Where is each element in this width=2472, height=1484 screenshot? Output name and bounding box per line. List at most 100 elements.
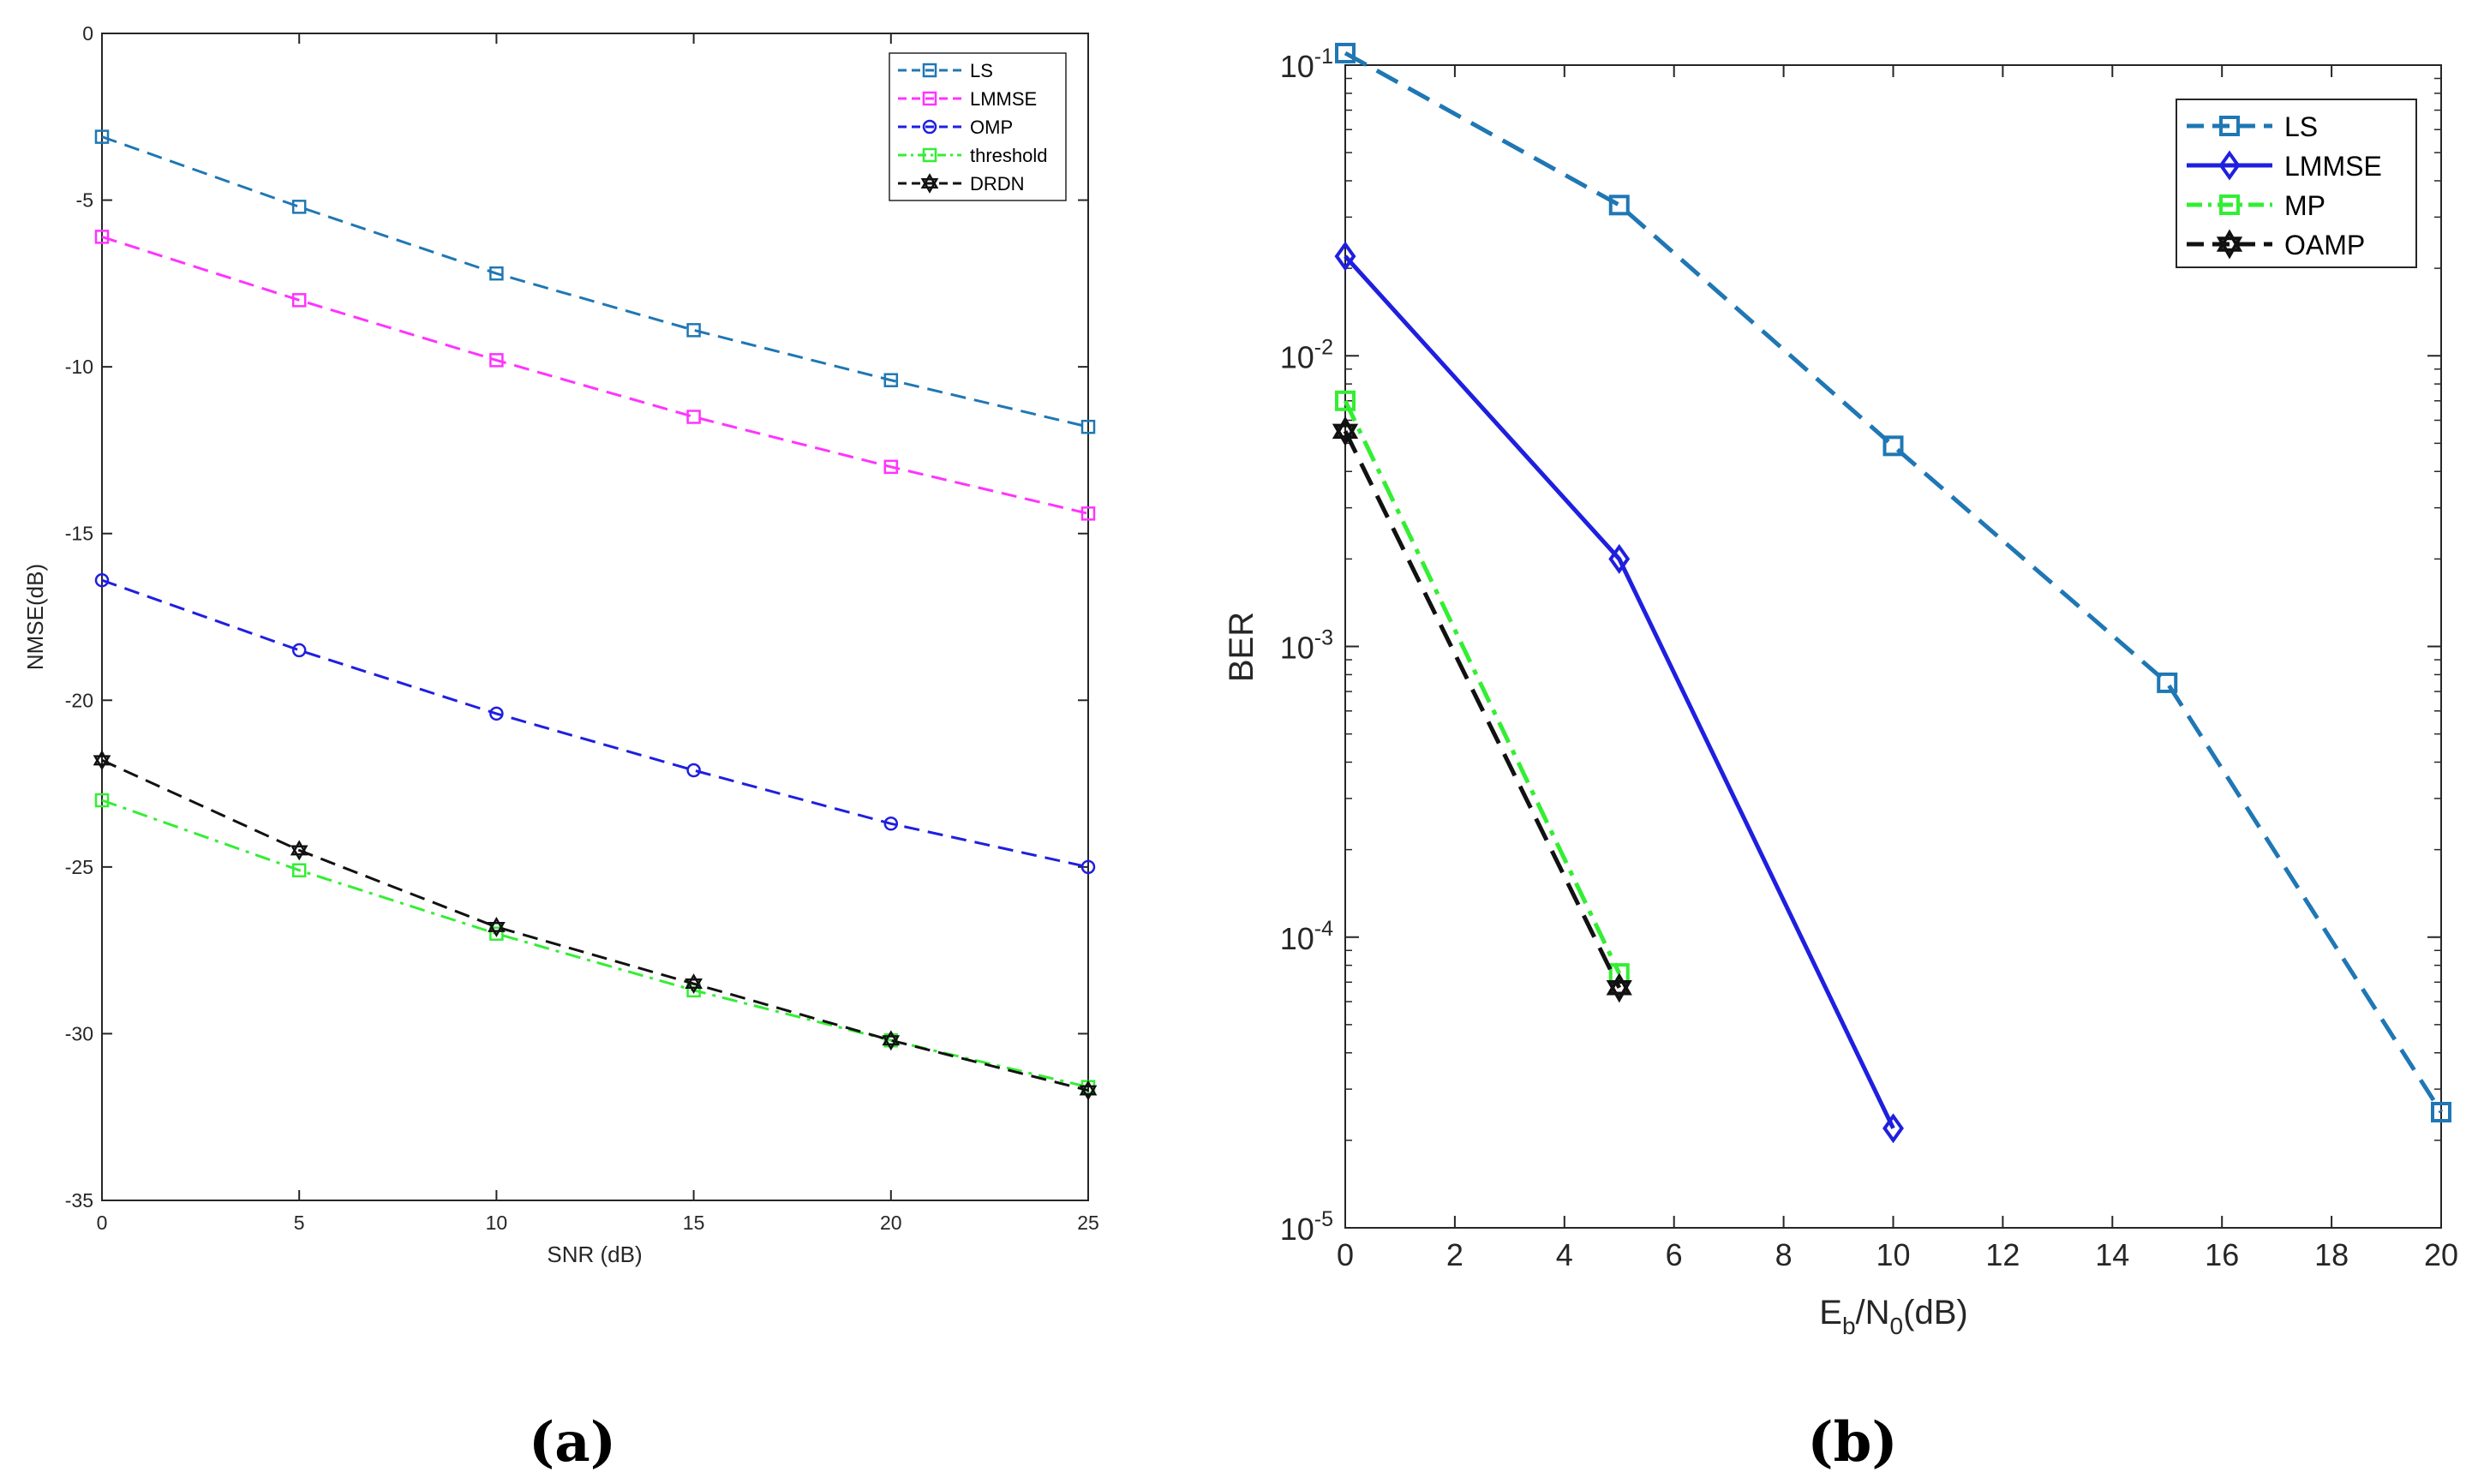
b-ytick-label: 10-1 xyxy=(1280,45,1333,84)
b-legend-item: OAMP xyxy=(2187,229,2365,260)
a-data-point xyxy=(1080,859,1096,875)
b-legend-marker xyxy=(2216,229,2243,260)
b-legend-item: MP xyxy=(2187,190,2325,221)
a-data-point xyxy=(489,353,504,368)
a-series-line xyxy=(101,235,1089,515)
panel-b-legend: LS LMMSE MP OAMP xyxy=(2176,99,2417,268)
panel-a-xlabel: SNR (dB) xyxy=(547,1242,642,1267)
b-series-mp xyxy=(1335,390,1630,984)
panel-b-ylabel: BER xyxy=(1223,612,1260,682)
a-legend-label: LS xyxy=(970,60,993,81)
a-legend-label: LMMSE xyxy=(970,88,1037,110)
a-xtick-label: 20 xyxy=(880,1212,902,1234)
b-legend-item: LS xyxy=(2187,111,2318,142)
panel-a: 0 5 10 15 20 25 0 -5 -10 -15 -20 -25 -30 -35 SNR (dB)… xyxy=(22,22,1099,1475)
b-xtick-label: 18 xyxy=(2314,1237,2349,1272)
b-xtick-label: 10 xyxy=(1876,1237,1910,1272)
panel-a-caption: (a) xyxy=(529,1410,616,1475)
b-legend-item: LMMSE xyxy=(2187,150,2382,182)
b-series-line xyxy=(1343,430,1622,989)
b-data-point xyxy=(1332,416,1359,446)
a-legend-marker xyxy=(922,91,937,106)
a-ytick-label: -35 xyxy=(65,1189,93,1212)
a-series-drdn xyxy=(93,750,1098,1101)
b-xtick-label: 8 xyxy=(1775,1237,1793,1272)
b-legend-marker xyxy=(2218,150,2241,181)
a-data-point xyxy=(1079,1080,1098,1101)
a-xtick-label: 15 xyxy=(683,1212,705,1234)
a-data-point xyxy=(1080,419,1096,434)
panel-b: 0 2 4 6 8 10 12 14 16 18 20 10-1 10-2 10-3 10-4 10-5 Eb… xyxy=(1223,42,2458,1475)
a-ytick-label: -15 xyxy=(65,523,93,545)
a-data-point xyxy=(94,230,110,244)
b-series-lmmse xyxy=(1334,241,1904,1144)
b-xtick-label: 12 xyxy=(1985,1237,2020,1272)
panel-b-xlabel: Eb/N0(dB) xyxy=(1819,1294,1967,1339)
a-data-point xyxy=(94,793,110,808)
a-data-point xyxy=(488,917,506,937)
b-xtick-label: 16 xyxy=(2205,1237,2239,1272)
a-data-point xyxy=(291,200,307,214)
a-data-point xyxy=(883,459,899,475)
b-xtick-label: 20 xyxy=(2424,1237,2458,1272)
a-data-point xyxy=(489,266,504,281)
b-legend-marker xyxy=(2219,194,2240,215)
a-data-point xyxy=(489,926,504,941)
a-ytick-label: -10 xyxy=(65,356,93,378)
panel-a-legend: LS LMMSE OMP threshold DRDN xyxy=(889,52,1067,201)
a-legend-label: DRDN xyxy=(970,173,1025,194)
a-data-point xyxy=(686,410,701,424)
b-data-point xyxy=(1882,1113,1904,1144)
a-data-point xyxy=(686,763,701,778)
b-data-point xyxy=(2157,672,2178,693)
b-data-point xyxy=(1335,390,1356,411)
a-legend-item: LMMSE xyxy=(898,88,1037,110)
a-ytick-label: 0 xyxy=(82,22,93,45)
a-data-point xyxy=(883,373,899,387)
b-legend-label: MP xyxy=(2284,190,2325,221)
a-legend-item: DRDN xyxy=(898,173,1025,194)
b-data-point xyxy=(2431,1101,2451,1122)
a-data-point xyxy=(883,817,899,831)
a-data-point xyxy=(291,643,307,658)
b-xtick-label: 14 xyxy=(2095,1237,2129,1272)
a-legend-marker xyxy=(922,119,937,135)
b-xtick-label: 6 xyxy=(1666,1237,1683,1272)
a-data-point xyxy=(685,973,703,994)
a-data-point xyxy=(686,323,701,338)
b-xtick-label: 0 xyxy=(1337,1237,1354,1272)
b-ytick-label: 10-5 xyxy=(1280,1207,1333,1247)
b-xtick-label: 4 xyxy=(1556,1237,1573,1272)
b-legend-marker xyxy=(2219,116,2240,136)
a-data-point xyxy=(290,840,308,861)
a-series-threshold xyxy=(94,793,1096,1094)
b-data-point xyxy=(1334,241,1356,272)
b-ytick-label: 10-2 xyxy=(1280,335,1333,374)
b-ytick-label: 10-4 xyxy=(1280,917,1333,956)
a-legend-label: threshold xyxy=(970,145,1048,166)
panel-a-ylabel: NMSE(dB) xyxy=(22,564,48,670)
a-ytick-label: -5 xyxy=(76,189,93,212)
a-data-point xyxy=(489,706,504,721)
a-data-point xyxy=(291,863,307,877)
a-series-line xyxy=(101,799,1089,1089)
a-data-point xyxy=(291,293,307,308)
a-series-lmmse xyxy=(94,230,1096,521)
a-legend-label: OMP xyxy=(970,117,1013,138)
a-legend-item: threshold xyxy=(898,145,1048,166)
a-xtick-label: 25 xyxy=(1077,1212,1099,1234)
panel-a-axes-box xyxy=(101,33,1089,1201)
a-legend-item: LS xyxy=(898,60,993,81)
a-legend-marker xyxy=(922,63,937,78)
b-series-line xyxy=(1343,399,1622,975)
a-series-ls xyxy=(94,129,1096,434)
a-data-point xyxy=(93,750,111,771)
b-data-point xyxy=(1882,435,1904,457)
a-xtick-label: 5 xyxy=(294,1212,305,1234)
a-series-line xyxy=(101,578,1089,869)
b-series-line xyxy=(1344,51,2444,1114)
b-data-point xyxy=(1335,42,1356,63)
a-legend-marker xyxy=(922,147,937,163)
a-legend-marker xyxy=(920,173,939,194)
